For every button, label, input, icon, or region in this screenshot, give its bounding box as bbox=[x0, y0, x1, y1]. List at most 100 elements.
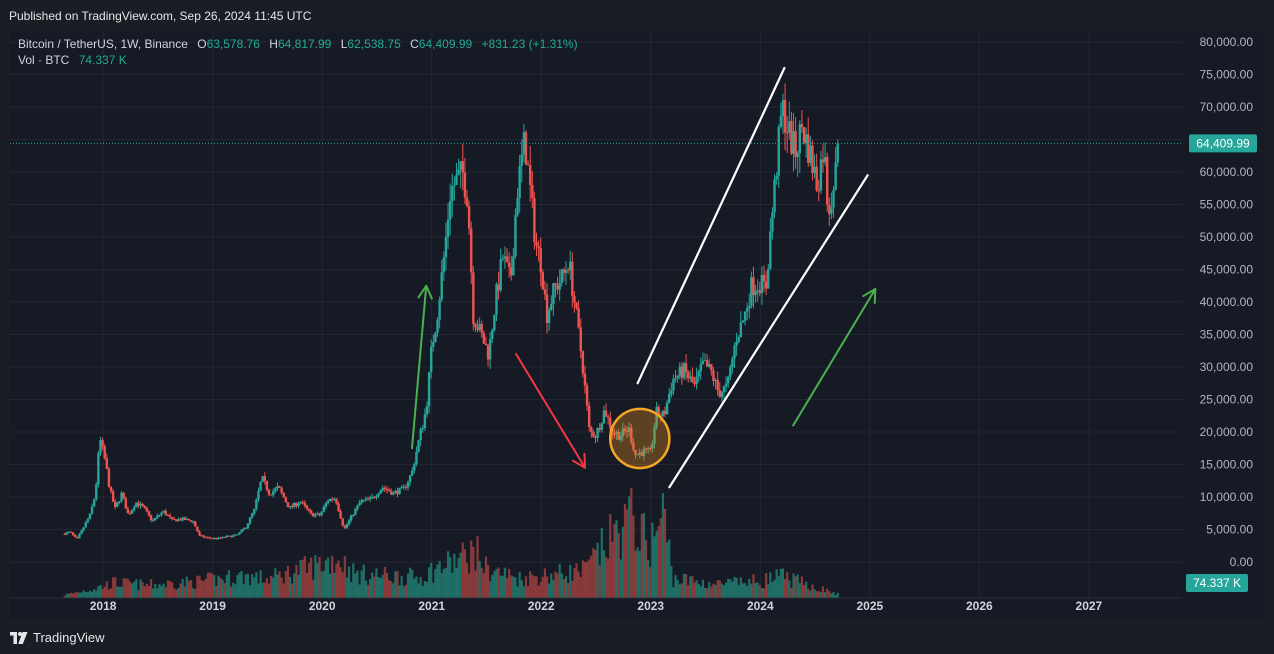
volume-bar bbox=[657, 526, 660, 598]
candle-body bbox=[231, 535, 235, 538]
volume-bar bbox=[716, 580, 719, 598]
candle-body bbox=[278, 486, 281, 488]
candle-body bbox=[280, 487, 283, 493]
candle-body bbox=[413, 464, 416, 471]
volume-bar bbox=[137, 590, 140, 598]
volume-bar bbox=[741, 583, 745, 598]
candle-body bbox=[499, 259, 502, 291]
volume-bar bbox=[463, 549, 466, 598]
volume-bar bbox=[495, 568, 498, 598]
candle-body bbox=[322, 506, 325, 512]
volume-bar bbox=[499, 575, 502, 598]
candle-body bbox=[514, 215, 517, 257]
candle-body bbox=[461, 161, 464, 173]
volume-bar bbox=[699, 586, 702, 598]
volume-bar bbox=[461, 542, 464, 598]
volume-bar bbox=[526, 585, 530, 598]
volume-bar bbox=[103, 586, 106, 598]
volume-bar bbox=[670, 565, 673, 598]
volume-bar bbox=[139, 579, 142, 598]
volume-bar bbox=[823, 592, 827, 598]
volume-bar bbox=[328, 573, 332, 598]
candle-body bbox=[347, 520, 351, 525]
volume-bar bbox=[211, 573, 214, 598]
candle-body bbox=[526, 164, 530, 166]
volume-bar bbox=[817, 591, 820, 598]
candle-body bbox=[790, 121, 793, 154]
trend-arrow bbox=[792, 288, 877, 427]
candle-body bbox=[286, 502, 290, 508]
candle-body bbox=[276, 486, 279, 489]
volume-bar bbox=[514, 577, 517, 598]
candle-body bbox=[720, 392, 724, 398]
volume-bar bbox=[177, 587, 180, 598]
y-axis[interactable]: 80,000.0075,000.0070,000.0065,000.0060,0… bbox=[1200, 35, 1254, 569]
legend-high-label: H bbox=[269, 37, 278, 51]
candle-body bbox=[474, 323, 477, 328]
volume-bar bbox=[792, 573, 795, 598]
x-tick-label: 2021 bbox=[418, 599, 445, 613]
candle-body bbox=[366, 498, 370, 500]
volume-bar bbox=[398, 585, 401, 598]
y-tick-label: 5,000.00 bbox=[1206, 523, 1253, 537]
candle-body bbox=[512, 256, 515, 276]
volume-bar bbox=[432, 582, 435, 598]
price-chart[interactable]: 80,000.0075,000.0070,000.0065,000.0060,0… bbox=[10, 32, 1264, 620]
candle-body bbox=[764, 281, 768, 289]
legend-ohlc-row: Bitcoin / TetherUS, 1W, Binance O63,578.… bbox=[18, 36, 578, 52]
candle-body bbox=[634, 449, 637, 456]
candle-body bbox=[649, 448, 652, 450]
volume-bar bbox=[305, 572, 309, 598]
y-tick-label: 35,000.00 bbox=[1200, 328, 1254, 342]
candle-body bbox=[440, 272, 443, 300]
candle-body bbox=[444, 236, 448, 258]
volume-bar bbox=[80, 592, 83, 598]
volume-bar bbox=[510, 575, 513, 598]
candle-body bbox=[177, 519, 180, 522]
volume-bar bbox=[385, 572, 389, 598]
volume-bar bbox=[291, 583, 294, 598]
candle-body bbox=[71, 532, 75, 536]
candle-body bbox=[785, 132, 789, 134]
candle-body bbox=[762, 274, 766, 282]
volume-bar bbox=[505, 578, 509, 598]
volume-bar bbox=[478, 560, 481, 598]
volume-bar bbox=[712, 583, 715, 598]
candle-body bbox=[710, 364, 713, 371]
candle-body bbox=[592, 431, 595, 437]
candle-body bbox=[105, 458, 109, 469]
candle-body bbox=[362, 499, 365, 501]
candle-body bbox=[488, 338, 492, 360]
candle-body bbox=[341, 518, 344, 526]
candle-body bbox=[573, 295, 576, 303]
x-tick-label: 2018 bbox=[90, 599, 117, 613]
candle-body bbox=[745, 308, 749, 312]
footer-brand[interactable]: TradingView bbox=[10, 630, 105, 645]
volume-bar bbox=[278, 571, 281, 598]
candle-body bbox=[368, 497, 372, 500]
volume-bar bbox=[221, 579, 224, 598]
candle-body bbox=[699, 364, 703, 372]
volume-bar bbox=[545, 576, 549, 598]
candle-body bbox=[760, 274, 764, 294]
candle-body bbox=[695, 376, 698, 385]
chart-area[interactable]: 80,000.0075,000.0070,000.0065,000.0060,0… bbox=[10, 32, 1264, 620]
candle-body bbox=[78, 534, 81, 539]
candle-body bbox=[646, 448, 650, 450]
volume-bar bbox=[653, 536, 656, 598]
candle-body bbox=[227, 535, 231, 537]
candle-body bbox=[364, 498, 368, 500]
volume-bar bbox=[628, 496, 631, 598]
candle-body bbox=[415, 451, 418, 465]
x-axis[interactable]: 2018 2019 2020 2021 2022 2023 2024 2025 2026 2027 bbox=[10, 597, 1182, 613]
volume-bar bbox=[484, 556, 488, 598]
volume-bar bbox=[668, 539, 671, 598]
volume-bar bbox=[288, 576, 292, 598]
y-tick-label: 40,000.00 bbox=[1200, 295, 1254, 309]
volume-bar bbox=[703, 587, 707, 598]
candle-body bbox=[114, 501, 117, 507]
volume-bar bbox=[470, 540, 473, 598]
volume-bar bbox=[219, 577, 222, 598]
volume-bar bbox=[684, 574, 688, 598]
volume-bar bbox=[434, 568, 437, 598]
